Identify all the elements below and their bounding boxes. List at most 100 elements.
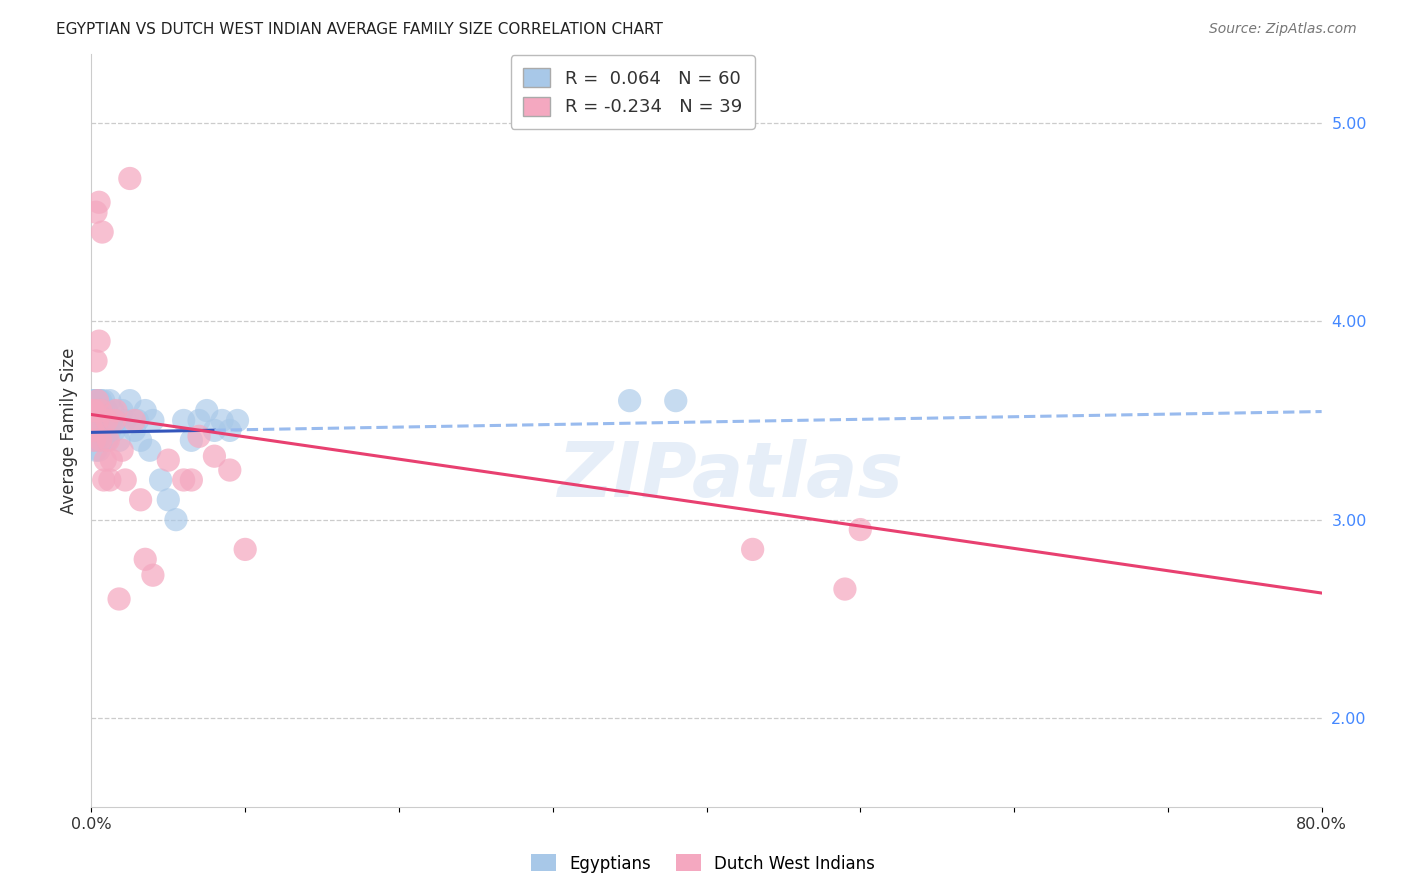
Point [180, 473, 202, 487]
Point [82, 424, 104, 438]
Point [114, 473, 136, 487]
Point [226, 413, 249, 427]
Point [165, 513, 187, 527]
Text: EGYPTIAN VS DUTCH WEST INDIAN AVERAGE FAMILY SIZE CORRELATION CHART: EGYPTIAN VS DUTCH WEST INDIAN AVERAGE FA… [56, 22, 664, 37]
Point [129, 434, 152, 448]
Point [188, 429, 211, 443]
Point [834, 582, 856, 596]
Point [91, 403, 114, 417]
Point [87, 413, 110, 427]
Point [93, 393, 115, 408]
Point [90, 434, 112, 448]
Point [96, 434, 118, 448]
Point [87, 334, 110, 348]
Point [83, 393, 105, 408]
Point [111, 403, 134, 417]
Point [84, 354, 107, 368]
Point [195, 403, 218, 417]
Point [100, 413, 122, 427]
Point [83, 403, 105, 417]
Point [86, 393, 108, 408]
Point [86, 393, 108, 408]
Point [94, 403, 117, 417]
Point [103, 413, 125, 427]
Point [91, 225, 114, 239]
Point [233, 542, 256, 557]
Point [103, 424, 125, 438]
Point [86, 403, 108, 417]
Point [101, 403, 124, 417]
Point [849, 523, 872, 537]
Point [90, 393, 112, 408]
Point [82, 403, 104, 417]
Point [98, 424, 121, 438]
Point [118, 393, 141, 408]
Point [202, 449, 225, 463]
Point [83, 403, 105, 417]
Point [84, 443, 107, 458]
Point [149, 473, 172, 487]
Point [83, 434, 105, 448]
Point [96, 413, 118, 427]
Point [218, 424, 240, 438]
Point [86, 413, 108, 427]
Text: Source: ZipAtlas.com: Source: ZipAtlas.com [1209, 22, 1357, 37]
Point [86, 434, 108, 448]
Point [211, 413, 233, 427]
Point [202, 424, 225, 438]
Point [84, 413, 107, 427]
Point [157, 492, 180, 507]
Point [90, 424, 112, 438]
Point [84, 205, 107, 219]
Point [93, 424, 115, 438]
Point [129, 492, 152, 507]
Point [84, 393, 107, 408]
Point [173, 473, 195, 487]
Point [127, 413, 149, 427]
Point [90, 403, 112, 417]
Point [134, 403, 156, 417]
Point [114, 413, 136, 427]
Point [90, 403, 112, 417]
Point [100, 453, 122, 467]
Point [142, 413, 165, 427]
Point [83, 434, 105, 448]
Point [87, 443, 110, 458]
Point [105, 413, 127, 427]
Point [87, 393, 110, 408]
Point [96, 403, 118, 417]
Legend: Egyptians, Dutch West Indians: Egyptians, Dutch West Indians [524, 847, 882, 880]
Point [108, 592, 131, 607]
Point [82, 393, 104, 408]
Text: ZIPatlas: ZIPatlas [558, 439, 904, 513]
Point [188, 413, 211, 427]
Point [97, 413, 120, 427]
Point [111, 443, 134, 458]
Point [84, 424, 107, 438]
Point [218, 463, 240, 477]
Legend: R =  0.064   N = 60, R = -0.234   N = 39: R = 0.064 N = 60, R = -0.234 N = 39 [510, 55, 755, 129]
Point [124, 424, 146, 438]
Point [741, 542, 763, 557]
Point [134, 552, 156, 566]
Point [82, 424, 104, 438]
Point [91, 434, 114, 448]
Point [118, 171, 141, 186]
Point [94, 413, 117, 427]
Point [98, 473, 121, 487]
Point [619, 393, 641, 408]
Point [84, 403, 107, 417]
Point [93, 473, 115, 487]
Point [86, 413, 108, 427]
Point [180, 434, 202, 448]
Point [82, 403, 104, 417]
Point [98, 393, 121, 408]
Point [157, 453, 180, 467]
Point [173, 413, 195, 427]
Point [124, 413, 146, 427]
Point [139, 443, 162, 458]
Point [94, 453, 117, 467]
Point [83, 413, 105, 427]
Point [665, 393, 688, 408]
Point [97, 434, 120, 448]
